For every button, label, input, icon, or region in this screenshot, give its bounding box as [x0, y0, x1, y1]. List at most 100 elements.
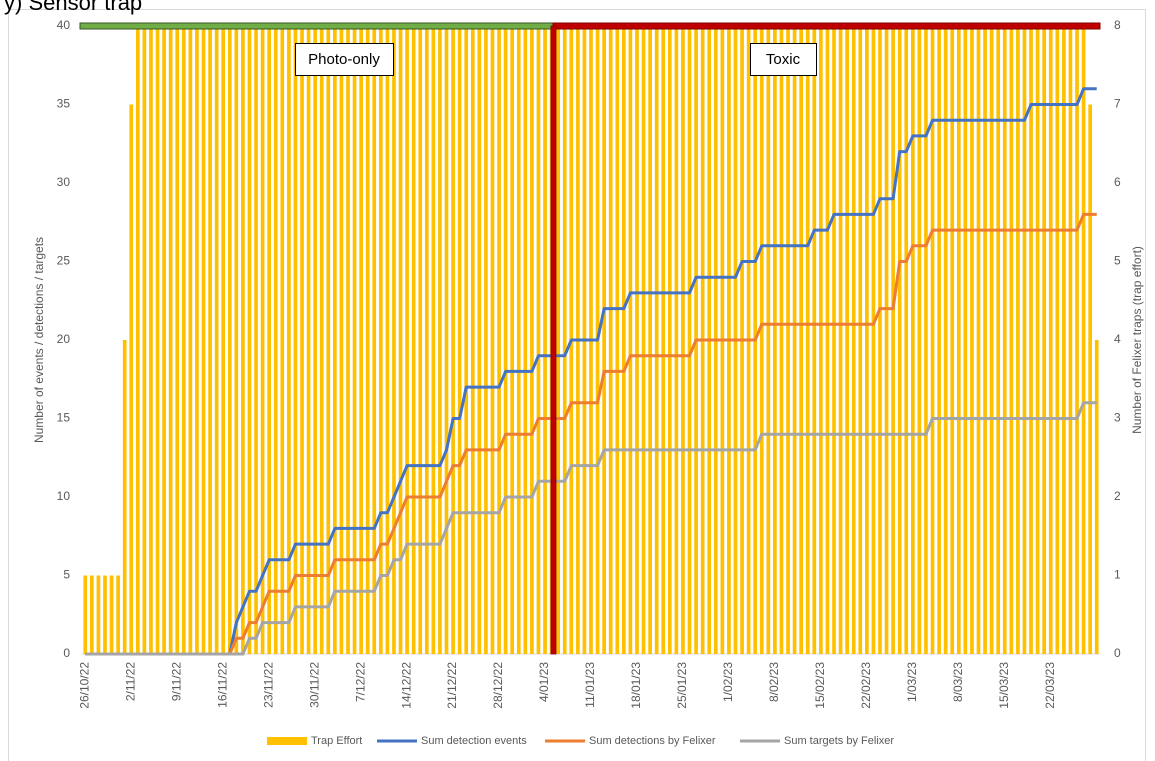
- bar: [628, 26, 633, 654]
- bar: [385, 26, 390, 654]
- bar: [162, 26, 166, 654]
- bar: [333, 26, 337, 654]
- bar: [661, 26, 666, 654]
- bar: [674, 26, 679, 654]
- legend-label: Sum targets by Felixer: [784, 735, 894, 747]
- bar: [247, 26, 252, 654]
- bar: [805, 26, 810, 654]
- bar: [339, 26, 344, 654]
- x-tick-label: 8/03/23: [951, 662, 965, 702]
- x-tick-label: 16/11/22: [215, 662, 229, 708]
- bar: [759, 26, 764, 654]
- bar: [313, 26, 317, 654]
- bar: [950, 26, 955, 654]
- bar: [234, 26, 239, 654]
- y2-tick-label: 7: [1114, 97, 1121, 111]
- bar: [326, 26, 331, 654]
- bar: [273, 26, 278, 654]
- toxic-period-bar: [552, 22, 1101, 30]
- bar: [602, 26, 606, 654]
- bar: [1075, 26, 1079, 654]
- y-tick-label: 10: [57, 489, 71, 503]
- bar: [431, 26, 436, 654]
- bar: [418, 26, 423, 654]
- bar: [346, 26, 350, 654]
- bar: [1042, 26, 1047, 654]
- bar: [536, 26, 541, 654]
- bar: [83, 575, 88, 654]
- bar: [109, 575, 114, 654]
- bar: [970, 26, 974, 654]
- line: [85, 401, 1097, 656]
- bar: [188, 26, 193, 654]
- x-tick-label: 14/12/22: [399, 662, 413, 709]
- bar: [135, 26, 140, 654]
- annotation-box: [750, 43, 817, 76]
- bar: [917, 26, 922, 654]
- bar: [825, 26, 830, 654]
- bar: [241, 26, 245, 654]
- bar: [122, 340, 127, 654]
- bar: [819, 26, 823, 654]
- bar: [1094, 340, 1099, 654]
- bar: [365, 26, 370, 654]
- bar: [392, 26, 396, 654]
- phase-divider: [550, 25, 557, 655]
- bar: [214, 26, 219, 654]
- bar: [352, 26, 357, 654]
- bar: [930, 26, 935, 654]
- y-axis-label: Number of events / detections / targets: [32, 237, 46, 443]
- bar: [280, 26, 285, 654]
- plot-area: 0 5 10 15 20 25 30 35 40 0 1 2 3 4 5 6 7 8 26/10/22 2/11/22…: [57, 18, 1121, 709]
- legend-label: Trap Effort: [311, 735, 362, 747]
- bar: [897, 26, 902, 654]
- line: [85, 87, 1097, 656]
- bar: [641, 26, 646, 654]
- bar: [181, 26, 186, 654]
- bar: [937, 26, 941, 654]
- bar: [983, 26, 987, 654]
- bar: [648, 26, 652, 654]
- x-tick-label: 7/12/22: [353, 662, 367, 702]
- bar: [142, 26, 147, 654]
- bar: [516, 26, 521, 654]
- y-tick-label: 5: [63, 568, 70, 582]
- bar: [779, 26, 784, 654]
- chart-title: y) Sensor trap: [4, 0, 142, 15]
- bar: [129, 104, 134, 654]
- bar: [149, 26, 153, 654]
- bar: [254, 26, 258, 654]
- bar: [1055, 26, 1060, 654]
- line: [85, 212, 1097, 656]
- bar: [956, 26, 961, 654]
- bar: [411, 26, 416, 654]
- bar: [208, 26, 212, 654]
- bar: [398, 26, 403, 654]
- bar: [116, 575, 120, 654]
- bar: [359, 26, 363, 654]
- bar: [621, 26, 626, 654]
- bar: [851, 26, 856, 654]
- bar: [884, 26, 889, 654]
- bar: [497, 26, 501, 654]
- y-tick-label: 15: [57, 411, 71, 425]
- chart-border: [8, 9, 1146, 761]
- bar: [1029, 26, 1033, 654]
- annotation: Photo-only: [308, 51, 380, 68]
- photo-only-period-bar: [79, 22, 554, 30]
- bar: [306, 26, 311, 654]
- bar: [766, 26, 771, 654]
- legend-label: Sum detections by Felixer: [589, 735, 716, 747]
- x-tick-label: 1/02/23: [721, 662, 735, 702]
- bar: [464, 26, 469, 654]
- bar: [503, 26, 508, 654]
- y2-tick-label: 3: [1114, 411, 1121, 425]
- bar: [904, 26, 909, 654]
- y-tick-label: 40: [57, 18, 71, 32]
- bar: [300, 26, 304, 654]
- bar: [687, 26, 692, 654]
- bar: [1081, 26, 1086, 654]
- bar: [1022, 26, 1027, 654]
- annotation: Toxic: [766, 51, 801, 68]
- bar: [1035, 26, 1040, 654]
